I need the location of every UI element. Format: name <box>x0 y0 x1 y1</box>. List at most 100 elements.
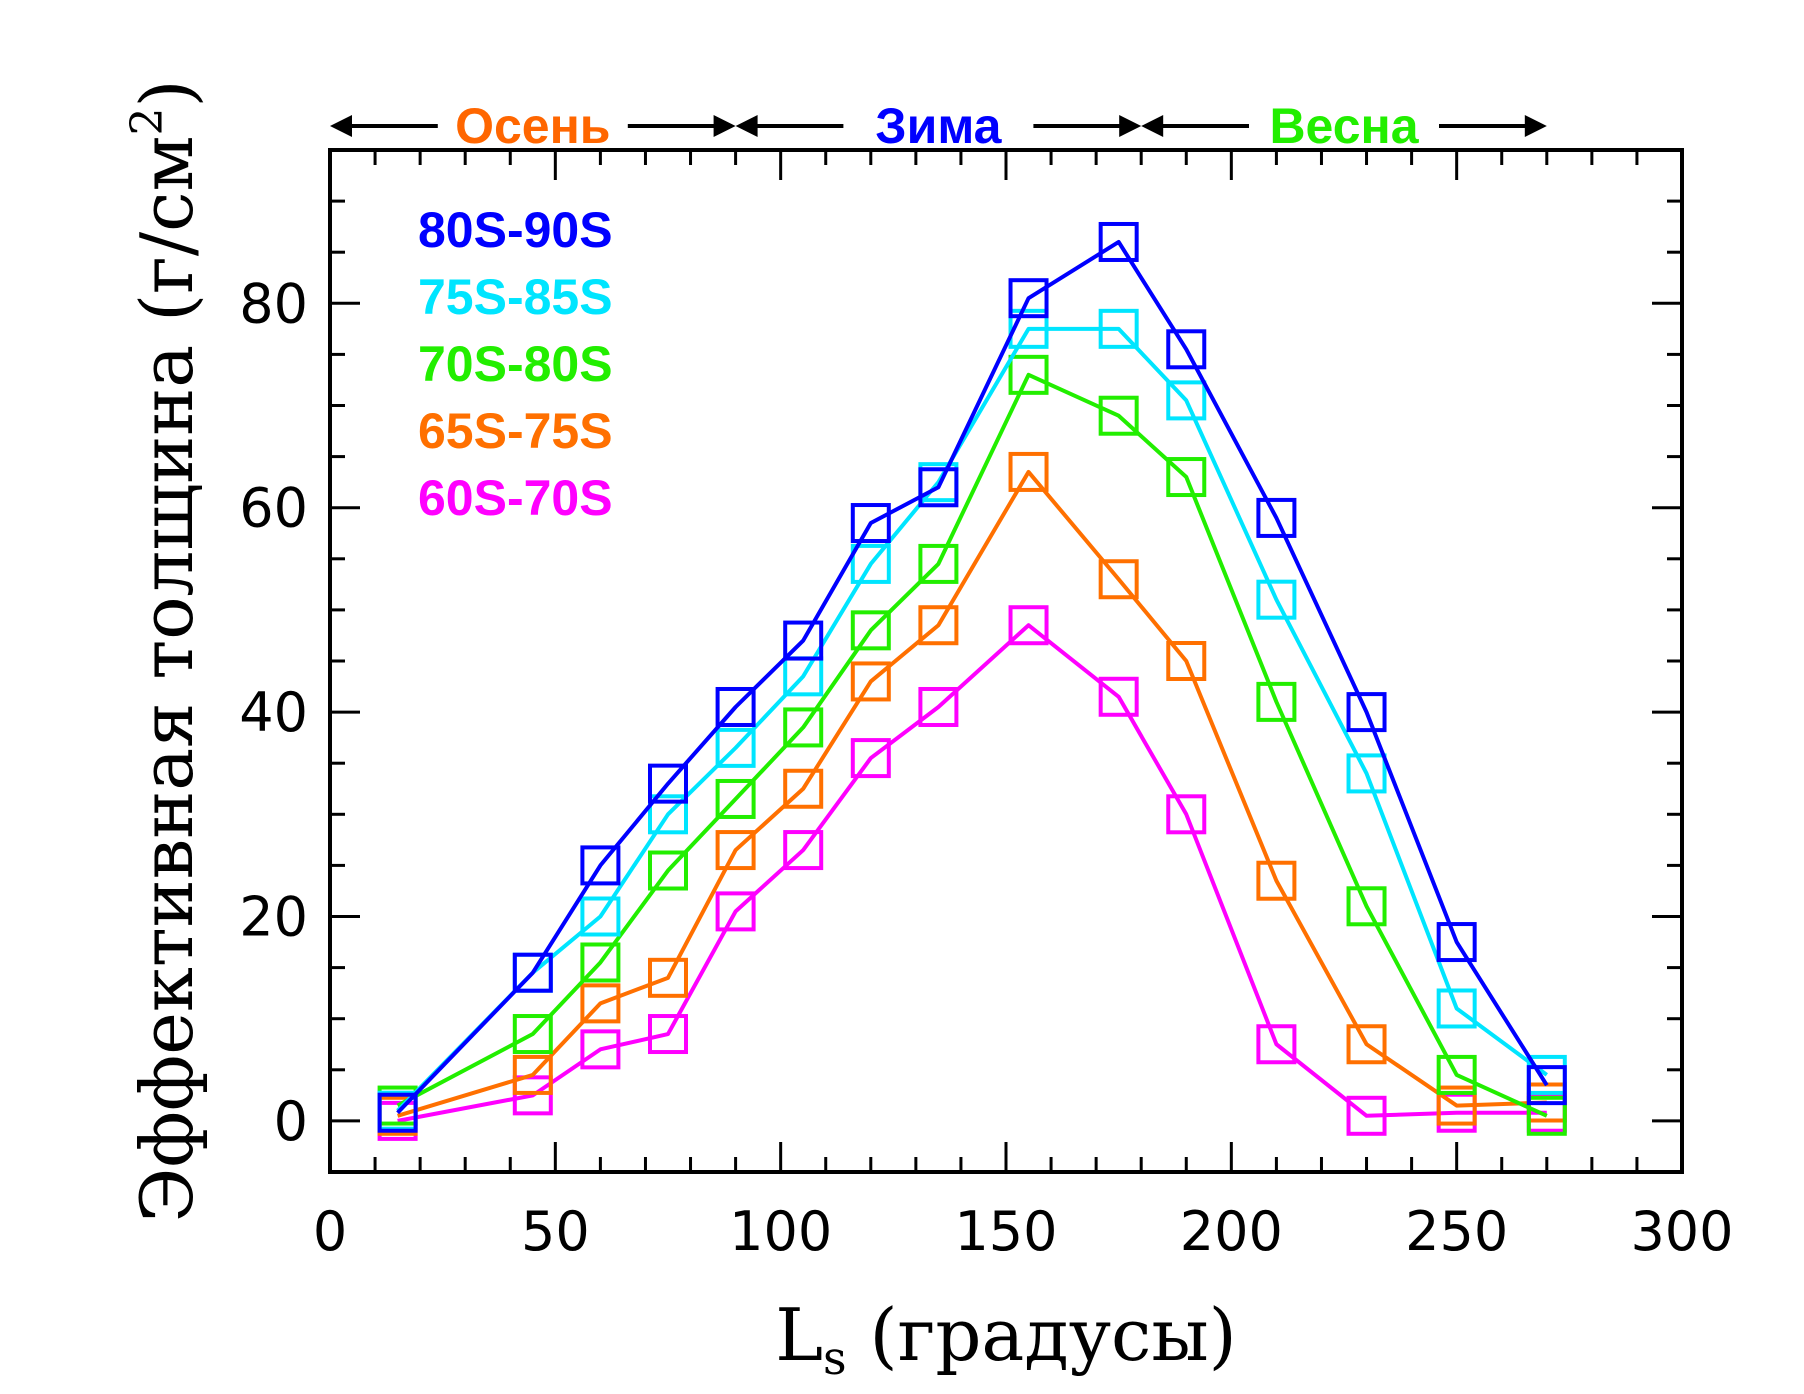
legend-entry: 80S-90S <box>418 202 613 258</box>
data-point <box>580 983 621 1024</box>
data-point <box>715 891 756 932</box>
data-point <box>1346 1024 1387 1065</box>
data-point <box>1166 380 1207 421</box>
data-point <box>783 830 824 871</box>
data-point <box>512 1054 553 1095</box>
data-point <box>648 850 688 891</box>
x-tick-label: 250 <box>1405 1200 1508 1263</box>
data-point <box>1256 860 1297 901</box>
x-axis-title: Ls (градусы) <box>775 1293 1237 1385</box>
series-65S-75S <box>377 451 1567 1136</box>
data-point <box>1256 497 1297 538</box>
arrow-head-right <box>713 115 736 137</box>
data-point <box>648 794 688 835</box>
data-point <box>850 738 891 779</box>
y-axis-title: Эффективная толщина (г/см2) <box>122 79 209 1222</box>
data-point <box>850 503 891 544</box>
y-tick-label: 60 <box>239 477 308 540</box>
data-point <box>648 957 688 998</box>
data-point <box>1436 922 1477 963</box>
data-point <box>783 768 824 809</box>
data-point <box>1008 451 1049 492</box>
x-tick-label: 150 <box>954 1200 1057 1263</box>
season-label: Осень <box>455 98 610 154</box>
season-label: Весна <box>1269 98 1419 154</box>
y-axis-title-main: Эффективная толщина (г/см <box>125 136 209 1223</box>
y-tick-label: 20 <box>239 886 308 949</box>
y-tick-label: 0 <box>274 1090 308 1153</box>
arrow-head-right <box>1119 115 1142 137</box>
data-point <box>715 778 756 819</box>
data-point <box>1436 1085 1477 1126</box>
x-axis-title-main: L <box>775 1293 823 1377</box>
data-point <box>1256 681 1297 722</box>
y-axis-title-close: ) <box>125 79 209 107</box>
data-point <box>1526 1095 1567 1136</box>
legend-entry: 60S-70S <box>418 470 613 526</box>
data-point <box>1436 1054 1477 1095</box>
data-point <box>1166 641 1207 681</box>
x-tick-label: 100 <box>729 1200 832 1263</box>
data-point <box>1436 988 1477 1029</box>
y-tick-label: 80 <box>239 272 308 335</box>
data-point <box>1098 308 1139 349</box>
data-point <box>1098 676 1139 717</box>
series-line <box>397 469 1547 1118</box>
series-line <box>397 623 1547 1123</box>
data-point <box>1346 886 1387 927</box>
season-Зима: Зима <box>735 98 1142 154</box>
season-label: Зима <box>875 98 1002 154</box>
arrow-head-left <box>1141 115 1164 137</box>
data-point <box>648 763 688 804</box>
data-point <box>512 952 553 993</box>
data-point <box>580 942 621 983</box>
legend-entry: 65S-75S <box>418 403 613 459</box>
data-point <box>1346 692 1387 733</box>
y-tick-label: 40 <box>239 681 308 744</box>
series-line <box>396 239 1549 1115</box>
x-axis-title-sub: s <box>823 1331 847 1385</box>
data-point <box>715 686 756 727</box>
data-point <box>918 605 959 646</box>
season-Весна: Весна <box>1141 98 1547 154</box>
x-tick-label: 50 <box>521 1200 590 1263</box>
series-line <box>396 372 1548 1118</box>
data-point <box>850 610 891 651</box>
data-point <box>1008 308 1049 349</box>
arrow-head-left <box>330 115 352 137</box>
data-point <box>580 896 621 937</box>
data-point <box>1166 794 1207 835</box>
data-point <box>715 830 756 871</box>
series-layer <box>377 221 1567 1141</box>
data-point <box>1008 354 1049 395</box>
axis-ticks: 0 50 100 150 200 250 300 0 20 40 60 80 <box>239 150 1734 1263</box>
data-point <box>1346 1095 1387 1136</box>
data-point <box>1098 395 1139 436</box>
x-axis-title-rest: (градусы) <box>847 1293 1237 1377</box>
data-point <box>918 686 959 727</box>
data-point <box>1256 1024 1297 1065</box>
series-80S-90S <box>377 221 1567 1133</box>
data-point <box>512 1075 553 1116</box>
data-point <box>850 543 891 584</box>
data-point <box>783 707 824 748</box>
x-tick-label: 200 <box>1180 1200 1283 1263</box>
data-point <box>783 620 824 661</box>
y-axis-title-sup: 2 <box>122 108 173 136</box>
legend-entry: 70S-80S <box>418 336 613 392</box>
data-point <box>1166 329 1207 370</box>
x-tick-label: 300 <box>1630 1200 1733 1263</box>
data-point <box>648 1014 688 1055</box>
data-point <box>580 1029 621 1070</box>
season-Осень: Осень <box>330 98 736 154</box>
data-point <box>1008 605 1049 646</box>
arrow-head-right <box>1524 115 1547 137</box>
series-line <box>396 326 1548 1113</box>
data-point <box>918 467 959 508</box>
data-point <box>918 543 959 584</box>
data-point <box>1526 1065 1567 1106</box>
data-point <box>1256 579 1297 620</box>
data-point <box>1008 278 1049 319</box>
legend-entry: 75S-85S <box>418 269 613 325</box>
